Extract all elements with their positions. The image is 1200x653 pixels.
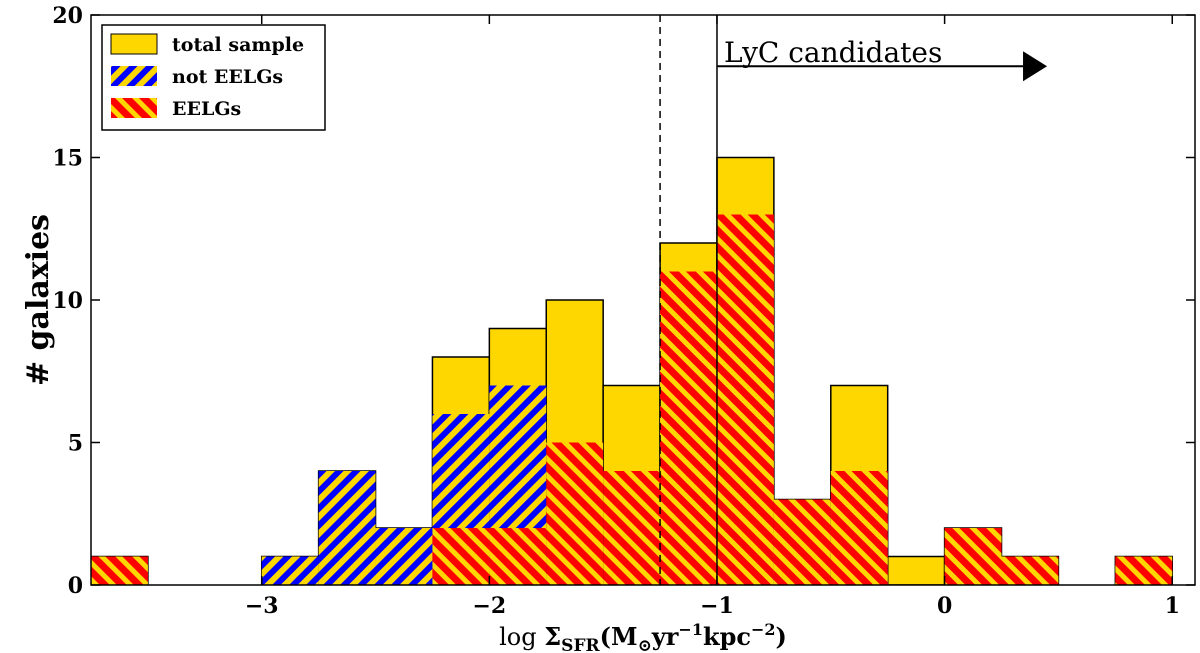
legend-label-not-eelgs: not EELGs bbox=[172, 66, 283, 88]
reference-lines bbox=[659, 15, 718, 585]
y-tick-label: 20 bbox=[52, 3, 83, 29]
legend-label-eelgs: EELGs bbox=[172, 98, 241, 120]
bar-eelgs-18 bbox=[1115, 556, 1173, 585]
bar-eelgs-13 bbox=[830, 471, 888, 585]
bar-not-eelgs-5 bbox=[375, 528, 433, 585]
bar-eelgs-0 bbox=[91, 556, 148, 585]
y-tick-label: 10 bbox=[52, 288, 83, 314]
legend-swatch-total-sample bbox=[110, 33, 158, 55]
y-tick-label: 0 bbox=[68, 573, 83, 599]
y-tick-label: 5 bbox=[68, 431, 83, 457]
y-axis-ticks: 0 5 10 15 20 bbox=[52, 3, 1195, 599]
lyc-arrow-head bbox=[1023, 51, 1048, 82]
legend-swatch-not-eelgs bbox=[111, 66, 157, 86]
x-tick-label: −3 bbox=[245, 593, 279, 619]
bar-eelgs-6 bbox=[432, 528, 490, 585]
x-axis-label: log ΣSFR(M⊙yr−1kpc−2) bbox=[499, 620, 787, 653]
bar-eelgs-15 bbox=[944, 528, 1002, 585]
y-tick-label: 15 bbox=[52, 146, 83, 172]
bar-eelgs-12 bbox=[773, 499, 831, 585]
legend-label-total-sample: total sample bbox=[172, 34, 304, 56]
x-tick-label: 1 bbox=[1165, 593, 1180, 619]
x-axis-ticks: −3 −2 −1 0 1 bbox=[245, 15, 1180, 619]
x-tick-label: −2 bbox=[472, 593, 506, 619]
y-axis-label: # galaxies bbox=[21, 214, 56, 386]
bar-total-sample-14 bbox=[886, 555, 946, 585]
legend: total sample not EELGs EELGs bbox=[101, 24, 326, 131]
legend-swatch-eelgs bbox=[111, 98, 157, 118]
bar-eelgs-10 bbox=[660, 271, 717, 585]
bar-eelgs-11 bbox=[716, 214, 774, 585]
bar-not-eelgs-3 bbox=[261, 556, 319, 585]
bar-eelgs-7 bbox=[489, 528, 547, 585]
lyc-annotation: LyC candidates bbox=[716, 36, 1048, 82]
lyc-candidates-label: LyC candidates bbox=[724, 36, 942, 69]
x-tick-label: −1 bbox=[700, 593, 734, 619]
bar-eelgs-9 bbox=[603, 471, 661, 585]
bar-eelgs-8 bbox=[546, 442, 604, 585]
bar-eelgs-16 bbox=[1001, 556, 1059, 585]
x-tick-label: 0 bbox=[937, 593, 952, 619]
bar-not-eelgs-4 bbox=[318, 471, 376, 585]
histogram-bars bbox=[91, 156, 1173, 585]
